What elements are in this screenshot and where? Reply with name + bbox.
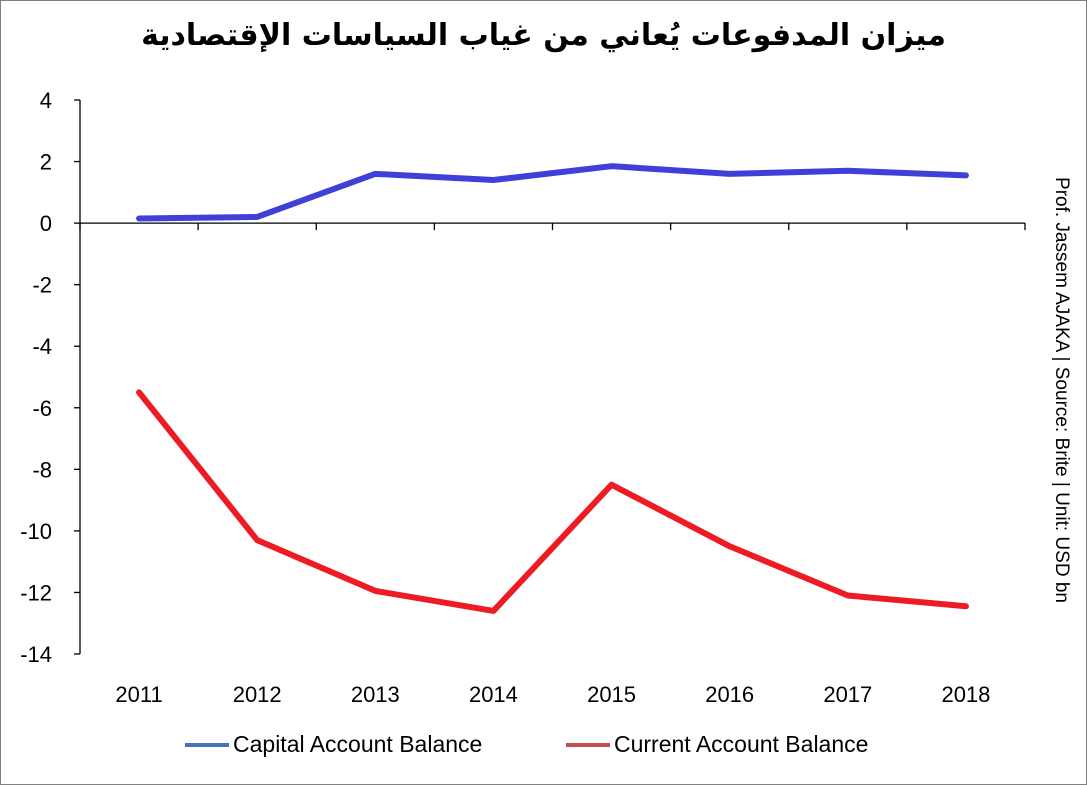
legend-item-capital: Capital Account Balance bbox=[185, 731, 482, 758]
legend-swatch-current bbox=[566, 742, 610, 747]
y-tick-label: 0 bbox=[40, 211, 52, 236]
x-tick-label: 2012 bbox=[233, 682, 282, 707]
x-tick-label: 2016 bbox=[705, 682, 754, 707]
y-tick-label: -8 bbox=[32, 457, 52, 482]
chart-title: ميزان المدفوعات يُعاني من غياب السياسات … bbox=[141, 18, 946, 53]
series-line-capital bbox=[136, 163, 969, 222]
y-tick-label: -2 bbox=[32, 273, 52, 298]
y-tick-label: -4 bbox=[32, 334, 52, 359]
x-tick-label: 2017 bbox=[823, 682, 872, 707]
x-tick-label: 2011 bbox=[115, 682, 162, 707]
x-tick-label: 2018 bbox=[941, 682, 990, 707]
legend-swatch-capital bbox=[185, 742, 229, 747]
y-tick-label: 4 bbox=[40, 88, 52, 113]
source-note: Prof. Jassem AJAKA | Source: Brite | Uni… bbox=[1051, 177, 1072, 603]
x-tick-label: 2013 bbox=[351, 682, 400, 707]
legend-label-current: Current Account Balance bbox=[614, 731, 869, 757]
legend-item-current: Current Account Balance bbox=[566, 731, 868, 758]
series-lines bbox=[136, 163, 969, 614]
y-axis-ticks: 4 2 0 -2 -4 -6 -8 -10 -12 -14 bbox=[20, 88, 80, 667]
x-axis-ticks: 2011 2012 2013 2014 2015 2016 2017 2018 bbox=[115, 682, 990, 707]
y-tick-label: 2 bbox=[40, 150, 52, 175]
y-tick-label: -10 bbox=[20, 519, 52, 544]
y-tick-label: -12 bbox=[20, 580, 52, 605]
series-line-current bbox=[136, 389, 969, 614]
x-tick-label: 2015 bbox=[587, 682, 636, 707]
y-tick-label: -6 bbox=[32, 396, 52, 421]
legend-label-capital: Capital Account Balance bbox=[233, 731, 483, 757]
y-tick-label: -14 bbox=[20, 642, 52, 667]
legend: Capital Account Balance Current Account … bbox=[0, 731, 1087, 763]
x-tick-label: 2014 bbox=[469, 682, 518, 707]
axes bbox=[79, 100, 1026, 654]
